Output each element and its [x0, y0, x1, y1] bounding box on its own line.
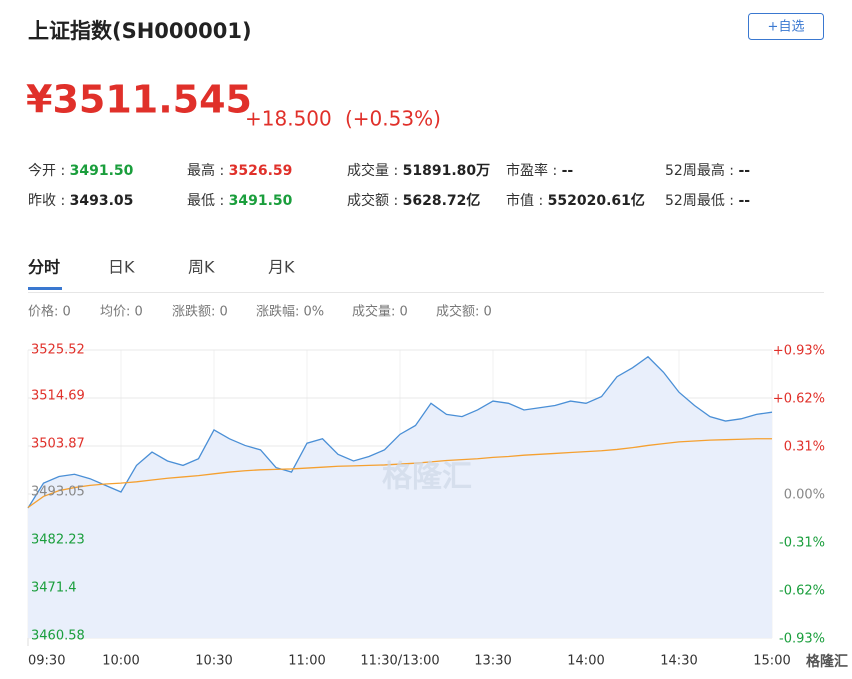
info-item: 涨跌额: 0 [172, 304, 228, 320]
x-tick-label: 10:00 [102, 654, 139, 669]
y2-tick-label: -0.62% [779, 584, 825, 599]
y-tick-label: 3482.23 [31, 532, 85, 547]
change: +18.500 [245, 107, 332, 131]
stat: 市盈率 : -- [506, 162, 573, 179]
stat-label: 市盈率 : [506, 162, 562, 179]
info-item: 成交额: 0 [436, 304, 492, 320]
tab[interactable]: 日K [108, 258, 135, 277]
stat-label: 最高 : [187, 162, 229, 179]
x-tick-label: 14:00 [567, 654, 604, 669]
y-tick-label: 3514.69 [31, 389, 85, 404]
stat: 52周最低 : -- [665, 193, 750, 209]
stat: 52周最高 : -- [665, 162, 750, 179]
y-tick-label: 3471.4 [31, 581, 77, 596]
stat-value: -- [738, 163, 750, 179]
x-tick-label: 14:30 [660, 654, 697, 669]
y-tick-label: 3493.05 [31, 485, 85, 500]
x-tick-label: 11:30/13:00 [360, 654, 439, 669]
x-tick-label: 10:30 [195, 654, 232, 669]
title: 上证指数(SH000001) [28, 19, 252, 43]
y-tick-label: 3525.52 [31, 343, 85, 358]
stat-label: 市值 : [506, 192, 548, 209]
stat-value: 3493.05 [70, 193, 134, 209]
info-item: 涨跌幅: 0% [256, 304, 324, 320]
y2-tick-label: 0.31% [784, 440, 825, 455]
tab[interactable]: 月K [268, 258, 295, 277]
price-line [27, 355, 773, 509]
stat-label: 52周最高 : [665, 162, 738, 179]
y-tick-label: 3460.58 [31, 629, 85, 644]
y2-tick-label: +0.62% [773, 392, 825, 407]
stat: 今开 : 3491.50 [28, 163, 134, 179]
stat-value: 3526.59 [229, 163, 293, 179]
stat-label: 最低 : [187, 193, 229, 209]
y2-tick-label: +0.93% [773, 344, 825, 359]
stat-label: 昨收 : [28, 193, 70, 209]
y2-tick-label: -0.31% [779, 536, 825, 551]
watch-button[interactable] [748, 13, 824, 40]
info-item: 均价: 0 [100, 305, 143, 320]
area [28, 356, 772, 638]
stat: 最低 : 3491.50 [187, 193, 293, 209]
stat: 昨收 : 3493.05 [28, 193, 133, 209]
y-tick-label: 3503.87 [31, 437, 85, 452]
stat-value: 3491.50 [229, 193, 293, 209]
stat: 市值 : 552020.61亿 [506, 192, 645, 209]
average-line [27, 438, 772, 509]
stat-label: 52周最低 : [665, 193, 738, 209]
stat: 最高 : 3526.59 [187, 162, 292, 179]
stat-value: 5628.72亿 [403, 192, 481, 209]
stat-value: 3491.50 [70, 163, 134, 179]
stat: 成交量 : 51891.80万 [347, 162, 490, 179]
logo: 格隆汇 [806, 653, 848, 670]
y2-tick-label: -0.93% [779, 632, 825, 647]
stat-label: 成交额 : [347, 192, 403, 209]
stat-value: -- [738, 193, 750, 209]
price: ¥3511.545 [26, 78, 252, 122]
stat-label: 成交量 : [347, 162, 403, 179]
stat-label: 今开 : [28, 163, 70, 179]
tab[interactable]: 周K [188, 258, 215, 277]
info-item: 成交量: 0 [352, 304, 408, 320]
x-tick-label: 11:00 [288, 654, 325, 669]
info-item: 价格: 0 [28, 304, 71, 320]
stat-value: -- [562, 163, 574, 179]
watch-button-label[interactable]: +自选 [768, 20, 805, 35]
tab[interactable]: 分时 [28, 258, 60, 277]
x-tick-label: 13:30 [474, 654, 511, 669]
stat-value: 51891.80万 [403, 163, 491, 179]
stat-value: 552020.61亿 [548, 192, 645, 209]
watermark: 格隆汇 [382, 460, 472, 495]
x-tick-label: 15:00 [753, 654, 790, 669]
x-tick-label: 09:30 [28, 654, 65, 669]
change-pct: (+0.53%) [345, 107, 441, 131]
tab-indicator [28, 287, 62, 290]
stat: 成交额 : 5628.72亿 [347, 192, 480, 209]
y2-tick-label: 0.00% [784, 488, 825, 503]
